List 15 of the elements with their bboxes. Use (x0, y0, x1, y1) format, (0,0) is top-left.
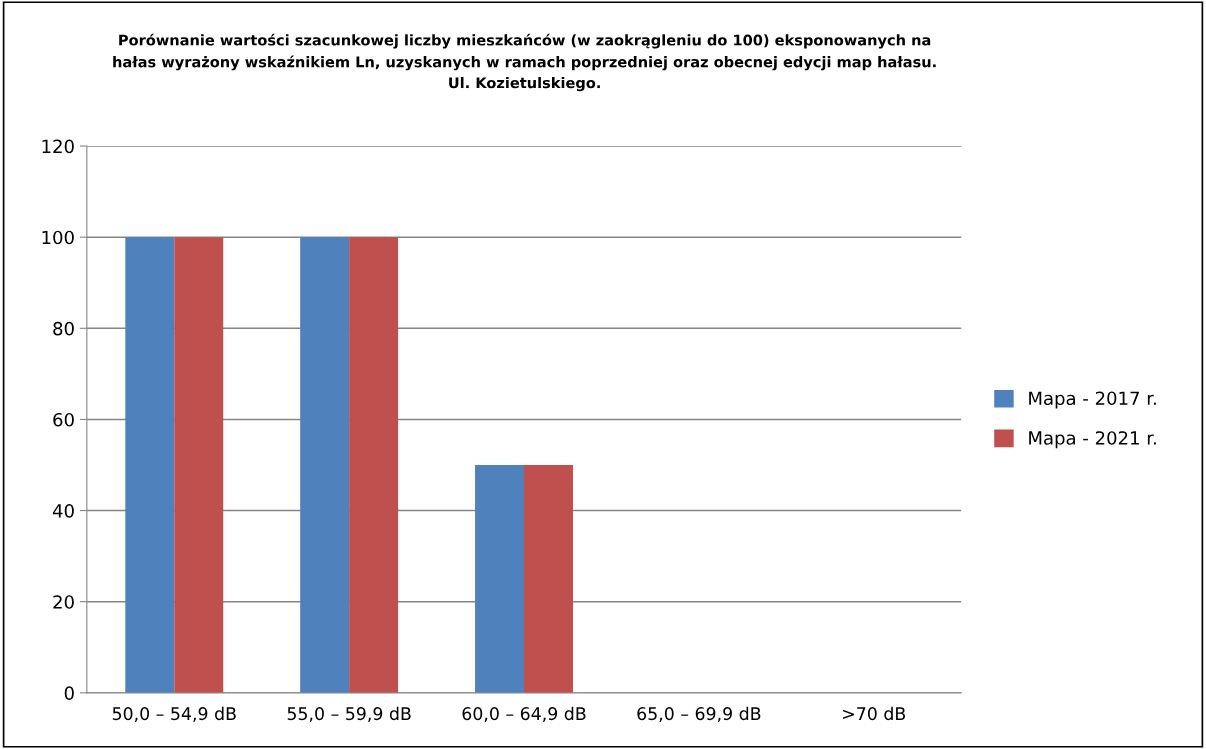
y-tick-label: 60 (53, 412, 74, 427)
chart-title: Porównanie wartości szacunkowej liczby mieszkańców (w zaokrągleniu do 100) eksponowanych na hałas wyrażony wskaźnikiem Ln, uzyskanych w ramach poprzedniej oraz obecnej edycji map hałasu. Ul. Kozietulskiego. (113, 33, 936, 92)
y-tick-label: 40 (52, 504, 74, 518)
y-tick-label: 80 (53, 321, 74, 336)
x-tick-label: >70 dB (843, 706, 906, 721)
x-tick-label: 65,0 – 69,9 dB (637, 706, 761, 722)
x-tick-label: 55,0 – 59,9 dB (287, 706, 411, 722)
x-tick-label: 60,0 – 64,9 dB (462, 706, 586, 722)
legend-label: Mapa - 2021 r. (1029, 431, 1156, 449)
y-tick-label: 0 (64, 686, 74, 700)
y-tick-label: 20 (53, 595, 74, 609)
y-tick-label: 100 (42, 230, 74, 245)
legend-label: Mapa - 2017 r. (1029, 391, 1156, 409)
x-tick-label: 50,0 – 54,9 dB (112, 706, 236, 722)
y-tick-label: 120 (42, 139, 74, 154)
